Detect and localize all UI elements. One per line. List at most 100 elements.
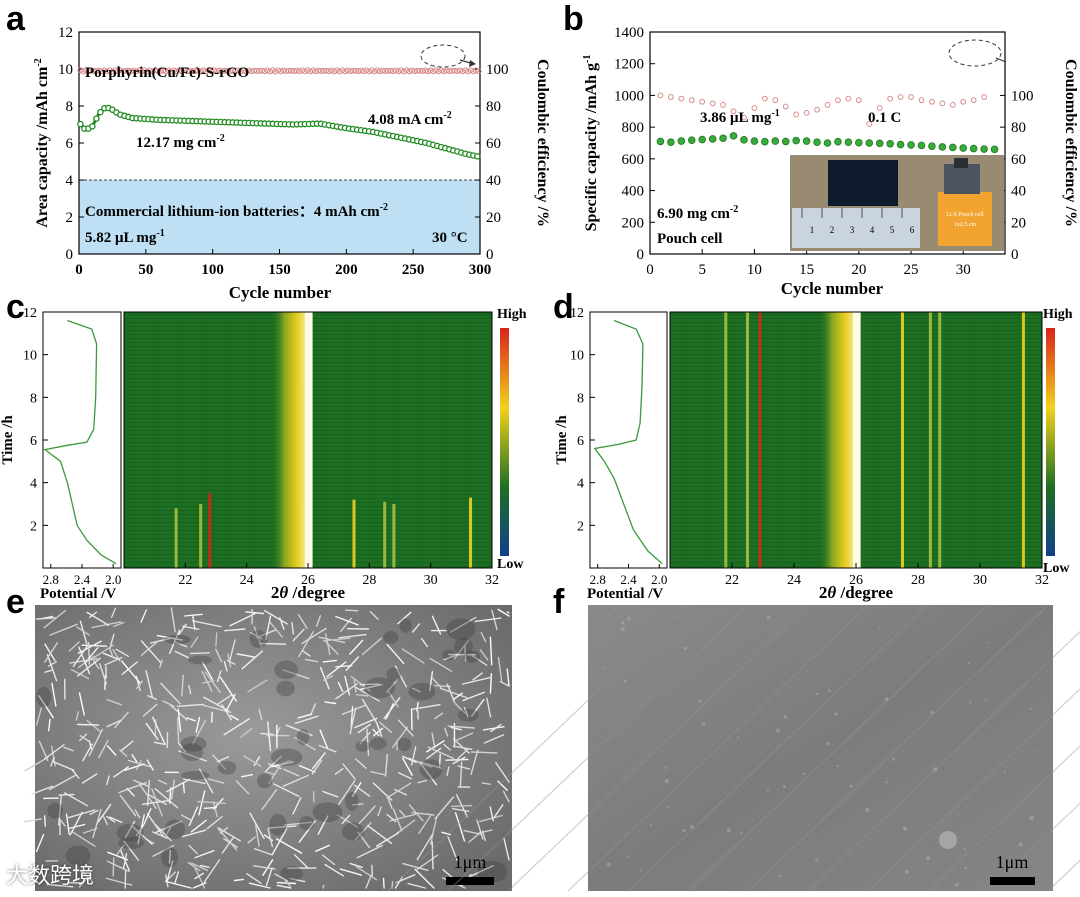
scale-bar-label-e: 1μm [454,852,487,872]
ce-point [441,68,447,75]
ce-point [395,68,402,75]
nanosheet [44,642,59,663]
nanosheet [260,732,274,735]
nanosheet [276,884,292,889]
pore [274,660,298,680]
nanosheet [249,812,265,839]
main-peak-line [852,312,861,568]
nanosheet [188,844,199,855]
nanosheet [147,794,168,806]
capacity-point [77,120,84,128]
nanosheet [361,637,383,656]
ce-point [835,97,841,104]
nanosheet [106,815,116,823]
capacity-point [781,137,790,146]
ce-point [772,97,779,104]
ce-point [454,68,461,75]
nanosheet [236,653,257,658]
nanosheet [170,607,176,633]
surface-speck [1039,611,1042,614]
nanosheet [153,741,166,746]
nanosheet [457,748,470,760]
nanosheet [106,698,123,706]
x-tick-label: 28 [911,573,925,588]
nanosheet [88,611,98,619]
nanosheet [412,623,421,633]
x-tick-label: 150 [268,262,291,278]
nanosheet [386,782,412,799]
diffraction-line [469,497,473,568]
ce-point [280,67,287,74]
nanosheet [461,676,492,685]
nanosheet [429,670,434,692]
capacity-point [823,139,832,147]
nanosheet [49,623,78,636]
main-peak-line [304,312,313,568]
nanosheet [110,607,117,619]
ruler-tick-label: 2 [830,225,835,235]
nanosheet [131,754,138,763]
ce-point [438,67,445,74]
nanosheet [50,756,55,767]
nanosheet [446,766,450,777]
pore [457,708,479,722]
surface-speck [778,874,782,878]
ce-point [897,94,904,100]
nanosheet [113,766,130,778]
y-tick-label: 12 [23,306,37,321]
nanosheet [491,609,498,631]
electrolyte-ratio-label-b: 3.86 μL mg-1 [700,108,780,126]
capacity-point [875,139,884,148]
panel-letter-f: f [553,583,565,621]
ce-point [195,67,201,74]
surface-ridge [867,688,1080,892]
nanosheet [349,862,363,868]
ce-point [264,67,271,74]
colorbar-low-c: Low [497,557,524,572]
nanosheet [190,862,209,872]
nanosheet [212,754,227,770]
ce-point [390,68,397,75]
nanosheet [140,609,148,623]
colorbar-high-c: High [497,307,527,322]
surface-speck [964,866,967,870]
nanosheet [471,698,485,717]
temperature-label: 30 °C [432,230,468,246]
nanosheet [454,703,466,714]
nanosheet [106,745,117,756]
pore [160,847,179,868]
x-tick-label: 0 [75,262,83,278]
nanosheet [140,641,158,656]
nanosheet [189,652,211,655]
pore [65,845,91,866]
nanosheet [210,711,213,723]
nanosheet [182,782,186,794]
ce-point [414,67,421,74]
nanosheet [452,808,470,812]
nanosheet [447,725,475,729]
nanosheet [493,804,504,819]
nanosheet [178,750,208,762]
capacity-point [907,141,915,149]
nanosheet [201,670,213,692]
nanosheet [198,790,206,816]
ce-point [104,68,110,75]
surface-speck [666,805,669,809]
nanosheet [341,704,366,715]
nanosheet [359,731,371,745]
ce-point [120,68,127,75]
panel-letter-b: b [563,0,584,38]
nanosheet [178,743,186,753]
capacity-point [917,141,926,150]
nanosheet [506,611,510,614]
nanosheet [261,789,278,811]
scale-bar-f [990,877,1035,885]
nanosheet [191,719,207,745]
nanosheet [166,860,174,882]
nanosheet [476,819,484,840]
nanosheet [486,697,492,718]
nanosheet [394,876,403,889]
surface-speck [740,832,743,835]
pore [355,741,371,752]
nanosheet [151,831,168,839]
